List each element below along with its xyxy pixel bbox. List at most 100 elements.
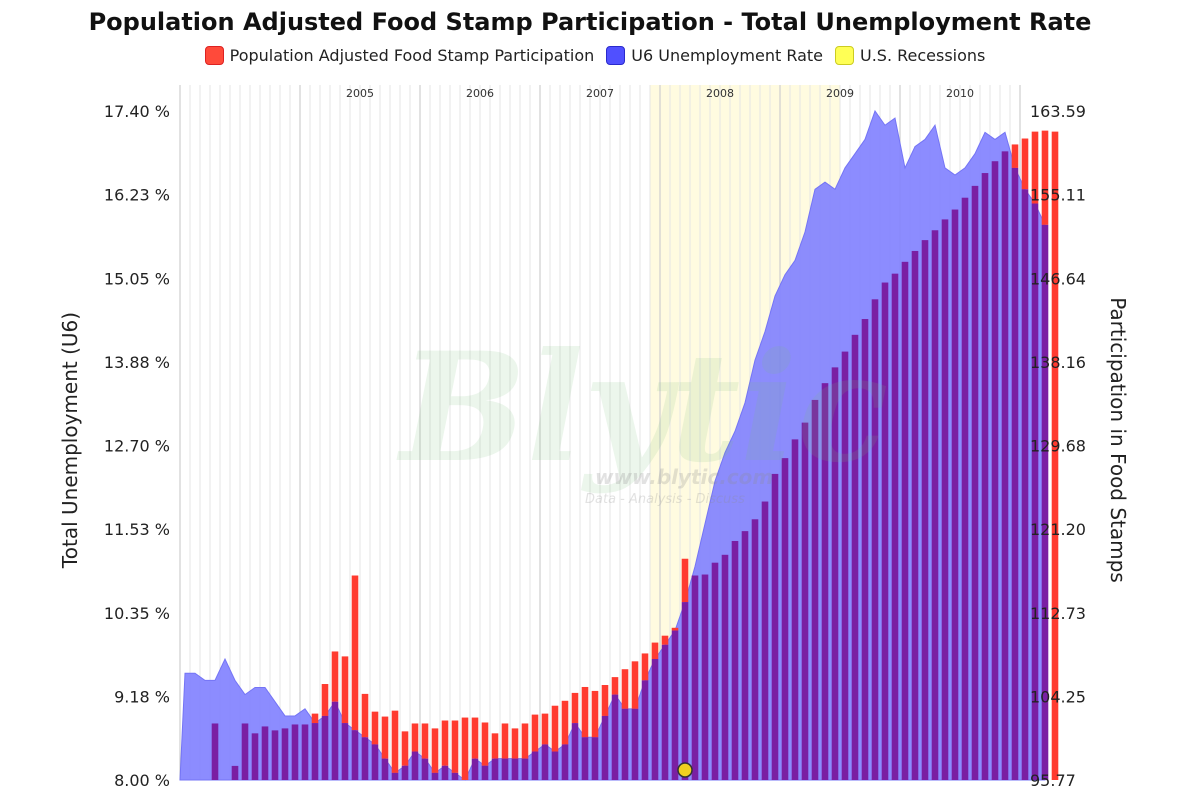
food-stamp-bar-top xyxy=(611,677,619,695)
food-stamp-bar xyxy=(301,724,309,780)
food-stamp-bar xyxy=(731,540,739,780)
food-stamp-bar xyxy=(821,383,829,780)
food-stamp-bar xyxy=(841,351,849,780)
food-stamp-bar xyxy=(661,644,669,780)
food-stamp-bar xyxy=(751,519,759,780)
food-stamp-bar xyxy=(531,751,539,780)
food-stamp-bar-top xyxy=(1031,131,1039,204)
legend-swatch-u6 xyxy=(606,46,626,65)
food-stamp-bar-top xyxy=(471,717,479,759)
food-stamp-bar xyxy=(921,240,929,781)
food-stamp-bar xyxy=(771,473,779,780)
year-label-2010: 2010 xyxy=(946,87,974,100)
food-stamp-bar xyxy=(541,744,549,780)
food-stamp-bar xyxy=(371,744,379,780)
y-right-tick-label: 129.68 xyxy=(1030,437,1086,456)
food-stamp-bar-top xyxy=(411,723,419,752)
food-stamp-bar xyxy=(881,282,889,780)
food-stamp-bar xyxy=(291,724,299,780)
food-stamp-bar xyxy=(621,708,629,780)
food-stamp-bar xyxy=(611,694,619,780)
food-stamp-bar xyxy=(591,737,599,780)
food-stamp-bar-top xyxy=(421,723,429,759)
food-stamp-bar xyxy=(791,439,799,780)
food-stamp-bar-top xyxy=(541,713,549,745)
food-stamp-bar xyxy=(641,680,649,780)
food-stamp-bar xyxy=(481,765,489,780)
food-stamp-bar xyxy=(991,161,999,780)
food-stamp-bar xyxy=(511,758,519,780)
food-stamp-bar xyxy=(231,765,239,780)
y-left-tick-label: 8.00 % xyxy=(114,771,170,790)
food-stamp-bar-top xyxy=(311,713,319,724)
food-stamp-bar xyxy=(441,765,449,780)
food-stamp-bar xyxy=(711,562,719,780)
food-stamp-bar xyxy=(851,334,859,780)
food-stamp-bar-top xyxy=(531,714,539,752)
y-right-tick-label: 163.59 xyxy=(1030,102,1086,121)
food-stamp-bar-top xyxy=(441,720,449,766)
food-stamp-bar xyxy=(671,630,679,780)
food-stamp-bar xyxy=(391,772,399,780)
food-stamp-bar-top xyxy=(561,700,569,745)
food-stamp-bar-top xyxy=(651,642,659,660)
food-stamp-bar-top xyxy=(511,728,519,759)
food-stamp-bar xyxy=(691,575,699,780)
food-stamp-bar-top xyxy=(571,692,579,724)
y-left-tick-label: 11.53 % xyxy=(104,520,170,539)
food-stamp-bar xyxy=(1031,203,1039,781)
food-stamp-bar xyxy=(331,701,339,780)
food-stamp-bar-top xyxy=(391,710,399,773)
food-stamp-bar xyxy=(571,723,579,780)
event-marker-icon xyxy=(677,762,693,778)
y-right-tick-label: 138.16 xyxy=(1030,353,1086,372)
food-stamp-bar xyxy=(741,531,749,780)
legend: Population Adjusted Food Stamp Participa… xyxy=(0,46,1190,65)
food-stamp-bar xyxy=(1011,167,1019,781)
food-stamp-bar xyxy=(261,726,269,780)
food-stamp-bar xyxy=(931,230,939,780)
watermark-logo: Blytic xyxy=(400,320,889,496)
food-stamp-bar-top xyxy=(451,720,459,773)
legend-item-food-stamp[interactable]: Population Adjusted Food Stamp Participa… xyxy=(204,46,595,65)
food-stamp-bar xyxy=(861,319,869,780)
food-stamp-bar-top xyxy=(551,705,559,752)
food-stamp-bar xyxy=(561,744,569,780)
food-stamp-bar xyxy=(431,772,439,780)
legend-swatch-recession xyxy=(835,46,854,65)
food-stamp-bar xyxy=(1021,189,1029,780)
food-stamp-bar xyxy=(1041,224,1049,781)
food-stamp-bar-top xyxy=(461,717,469,780)
year-label-2007: 2007 xyxy=(586,87,614,100)
legend-label-food-stamp: Population Adjusted Food Stamp Participa… xyxy=(229,46,595,65)
legend-item-recession[interactable]: U.S. Recessions xyxy=(835,46,985,65)
food-stamp-bar xyxy=(581,737,589,780)
food-stamp-bar-top xyxy=(331,651,339,702)
year-label-2009: 2009 xyxy=(826,87,854,100)
food-stamp-bar xyxy=(911,250,919,780)
food-stamp-bar xyxy=(251,733,259,780)
food-stamp-bar-top xyxy=(431,728,439,773)
food-stamp-bar-top xyxy=(581,686,589,738)
food-stamp-bar xyxy=(521,758,529,780)
watermark-url: www.blytic.com xyxy=(595,465,774,489)
food-stamp-bar xyxy=(281,728,289,780)
food-stamp-bar xyxy=(411,751,419,780)
food-stamp-bar xyxy=(311,723,319,780)
y-left-tick-label: 17.40 % xyxy=(104,102,170,121)
legend-label-u6: U6 Unemployment Rate xyxy=(631,46,823,65)
legend-item-u6[interactable]: U6 Unemployment Rate xyxy=(606,46,823,65)
food-stamp-bar-top xyxy=(351,575,359,731)
food-stamp-bar xyxy=(501,758,509,780)
food-stamp-bar xyxy=(421,758,429,780)
y-left-tick-label: 16.23 % xyxy=(104,186,170,205)
food-stamp-bar-top xyxy=(371,711,379,745)
y-right-tick-label: 146.64 xyxy=(1030,269,1086,288)
food-stamp-bar xyxy=(981,173,989,780)
food-stamp-bar xyxy=(651,659,659,780)
food-stamp-bar xyxy=(351,730,359,780)
food-stamp-bar xyxy=(271,730,279,780)
food-stamp-bar xyxy=(681,602,689,780)
food-stamp-bar-top xyxy=(1011,144,1019,168)
food-stamp-bar-top xyxy=(361,693,369,738)
